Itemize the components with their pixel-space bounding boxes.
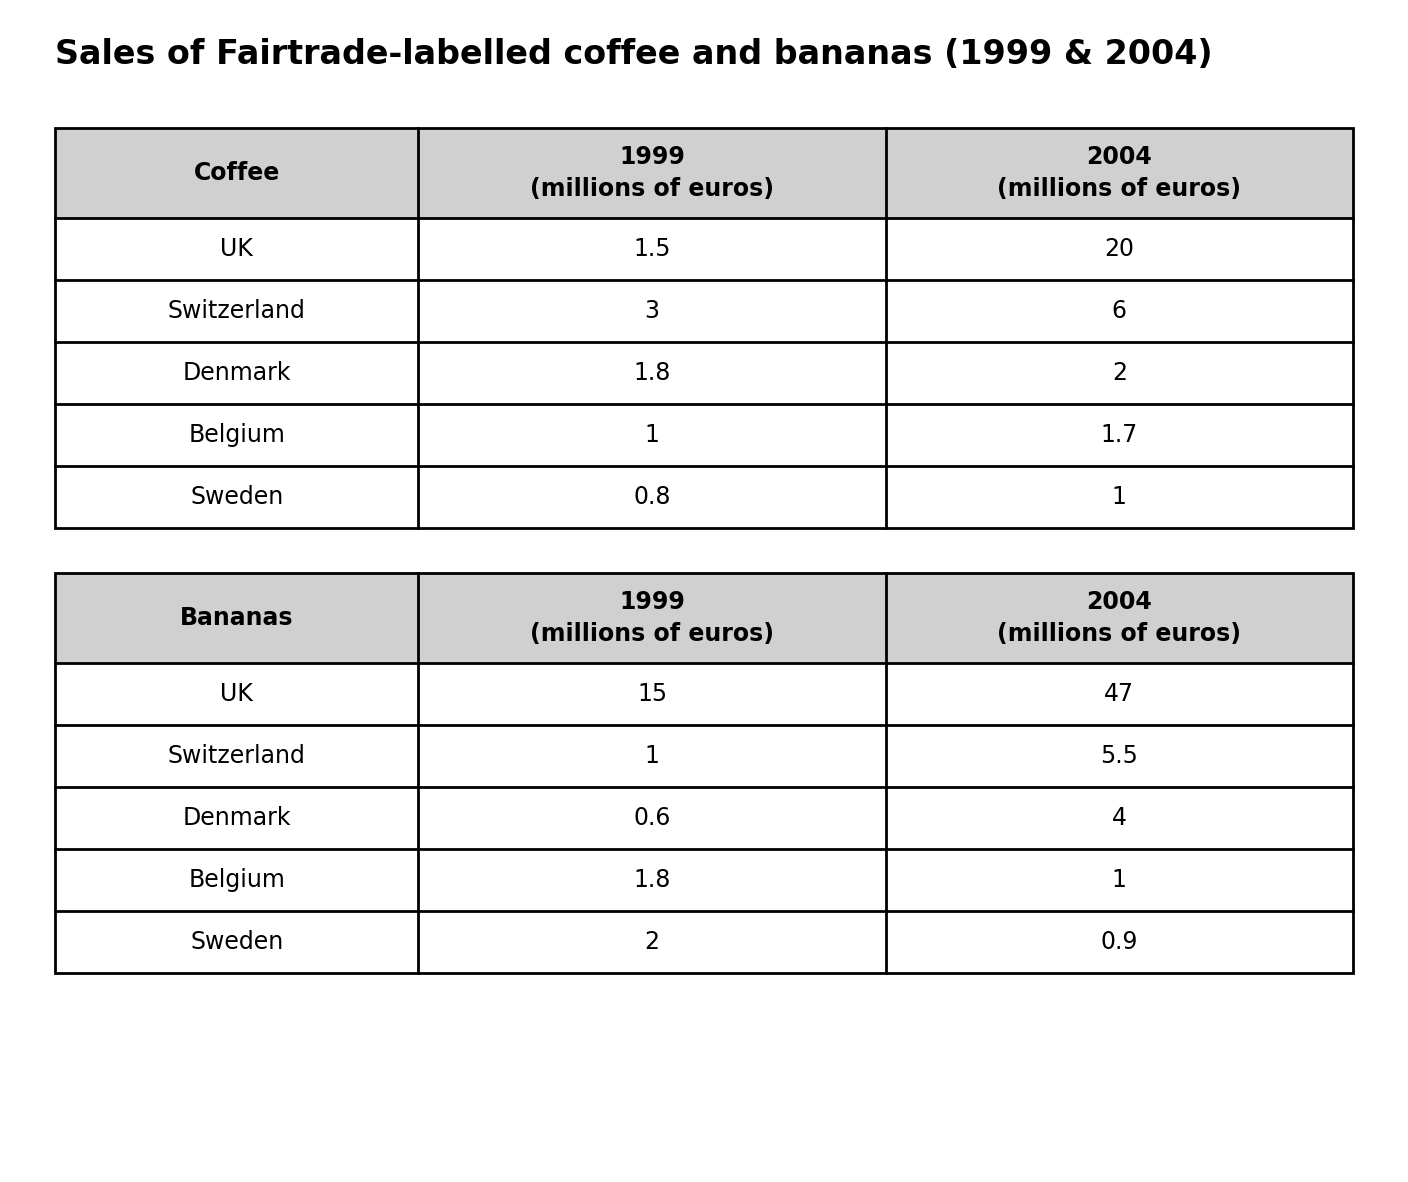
Text: Sweden: Sweden	[190, 485, 283, 509]
Text: 1: 1	[1112, 485, 1126, 509]
Text: Belgium: Belgium	[189, 868, 286, 892]
Text: 0.6: 0.6	[634, 806, 670, 830]
Text: UK: UK	[220, 682, 253, 706]
Bar	[55, 663, 1353, 725]
Text: 5.5: 5.5	[1101, 743, 1138, 768]
Text: 47: 47	[1104, 682, 1135, 706]
Text: 20: 20	[1104, 238, 1135, 261]
Bar	[55, 573, 1353, 973]
Text: 0.9: 0.9	[1101, 930, 1138, 954]
Text: 1: 1	[645, 423, 659, 447]
Text: Denmark: Denmark	[183, 361, 291, 385]
Text: 2: 2	[645, 930, 659, 954]
Text: Belgium: Belgium	[189, 423, 286, 447]
Text: 15: 15	[636, 682, 667, 706]
Bar	[55, 217, 1353, 280]
Text: 6: 6	[1112, 299, 1126, 323]
Bar	[55, 573, 1353, 663]
Text: 1: 1	[1112, 868, 1126, 892]
Text: UK: UK	[220, 238, 253, 261]
Bar	[55, 128, 1353, 528]
Text: 2004
(millions of euros): 2004 (millions of euros)	[997, 590, 1242, 645]
Text: 1.7: 1.7	[1101, 423, 1138, 447]
Bar	[55, 128, 1353, 217]
Bar	[55, 911, 1353, 973]
Text: Sweden: Sweden	[190, 930, 283, 954]
Text: 1999
(millions of euros): 1999 (millions of euros)	[529, 145, 774, 201]
Bar	[55, 342, 1353, 404]
Text: 0.8: 0.8	[634, 485, 670, 509]
Text: 1.8: 1.8	[634, 868, 670, 892]
Bar	[55, 725, 1353, 787]
Text: 1: 1	[645, 743, 659, 768]
Text: 2004
(millions of euros): 2004 (millions of euros)	[997, 145, 1242, 201]
Text: 1.8: 1.8	[634, 361, 670, 385]
Text: 4: 4	[1112, 806, 1126, 830]
Text: Sales of Fairtrade-labelled coffee and bananas (1999 & 2004): Sales of Fairtrade-labelled coffee and b…	[55, 38, 1212, 71]
Bar	[55, 280, 1353, 342]
Bar	[55, 787, 1353, 849]
Text: 2: 2	[1112, 361, 1126, 385]
Text: Bananas: Bananas	[180, 606, 293, 630]
Bar	[55, 404, 1353, 466]
Bar	[55, 466, 1353, 528]
Text: 3: 3	[645, 299, 659, 323]
Text: 1.5: 1.5	[634, 238, 670, 261]
Text: Denmark: Denmark	[183, 806, 291, 830]
Text: 1999
(millions of euros): 1999 (millions of euros)	[529, 590, 774, 645]
Text: Coffee: Coffee	[193, 161, 280, 186]
Text: Switzerland: Switzerland	[168, 299, 306, 323]
Bar	[55, 849, 1353, 911]
Text: Switzerland: Switzerland	[168, 743, 306, 768]
